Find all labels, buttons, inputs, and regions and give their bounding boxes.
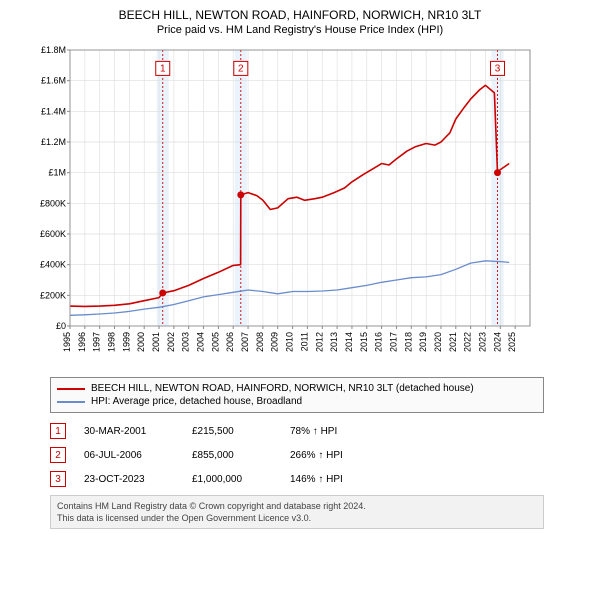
svg-text:2020: 2020 [433, 332, 443, 352]
svg-text:£1.8M: £1.8M [41, 45, 66, 55]
svg-text:£600K: £600K [40, 229, 66, 239]
svg-text:2021: 2021 [448, 332, 458, 352]
event-date: 30-MAR-2001 [84, 426, 174, 437]
chart-container: { "title": "BEECH HILL, NEWTON ROAD, HAI… [0, 0, 600, 535]
svg-text:2012: 2012 [314, 332, 324, 352]
legend: BEECH HILL, NEWTON ROAD, HAINFORD, NORWI… [50, 377, 544, 413]
svg-text:£200K: £200K [40, 290, 66, 300]
svg-text:2014: 2014 [344, 332, 354, 352]
events-table: 1 30-MAR-2001 £215,500 78% ↑ HPI 2 06-JUL-200… [50, 419, 590, 491]
svg-text:2007: 2007 [240, 332, 250, 352]
chart-title: BEECH HILL, NEWTON ROAD, HAINFORD, NORWI… [10, 8, 590, 22]
legend-label: BEECH HILL, NEWTON ROAD, HAINFORD, NORWI… [91, 383, 474, 394]
event-row: 1 30-MAR-2001 £215,500 78% ↑ HPI [50, 419, 590, 443]
svg-text:2000: 2000 [136, 332, 146, 352]
svg-text:3: 3 [495, 63, 501, 74]
svg-text:£1M: £1M [48, 168, 66, 178]
event-pct: 266% ↑ HPI [290, 450, 390, 461]
svg-text:2002: 2002 [166, 332, 176, 352]
svg-text:2011: 2011 [299, 332, 309, 351]
legend-swatch [57, 401, 85, 403]
footer-attribution: Contains HM Land Registry data © Crown c… [50, 495, 544, 529]
svg-text:2008: 2008 [255, 332, 265, 352]
svg-text:1997: 1997 [92, 332, 102, 352]
event-row: 3 23-OCT-2023 £1,000,000 146% ↑ HPI [50, 467, 590, 491]
event-pct: 78% ↑ HPI [290, 426, 390, 437]
svg-text:1: 1 [160, 63, 166, 74]
svg-text:£1.6M: £1.6M [41, 76, 66, 86]
svg-text:2024: 2024 [492, 332, 502, 352]
svg-text:2013: 2013 [329, 332, 339, 352]
footer-line-1: Contains HM Land Registry data © Crown c… [57, 500, 537, 512]
svg-text:2016: 2016 [374, 332, 384, 352]
chart-svg: £0 £200K £400K £600K £800K £1M £1.2M £1.4M £1.6M… [20, 44, 540, 364]
svg-text:2005: 2005 [210, 332, 220, 352]
event-date: 06-JUL-2006 [84, 450, 174, 461]
svg-text:2006: 2006 [225, 332, 235, 352]
svg-text:2009: 2009 [270, 332, 280, 352]
svg-text:2017: 2017 [388, 332, 398, 352]
svg-text:2019: 2019 [418, 332, 428, 352]
svg-text:£800K: £800K [40, 198, 66, 208]
svg-text:£0: £0 [56, 321, 66, 331]
svg-text:1999: 1999 [121, 332, 131, 352]
legend-swatch [57, 388, 85, 390]
legend-row: BEECH HILL, NEWTON ROAD, HAINFORD, NORWI… [57, 382, 537, 395]
legend-row: HPI: Average price, detached house, Broa… [57, 395, 537, 408]
svg-text:1995: 1995 [62, 332, 72, 352]
svg-text:£1.2M: £1.2M [41, 137, 66, 147]
chart-subtitle: Price paid vs. HM Land Registry's House … [10, 24, 590, 36]
svg-text:2001: 2001 [151, 332, 161, 352]
svg-text:1998: 1998 [107, 332, 117, 352]
event-price: £215,500 [192, 426, 272, 437]
svg-text:1996: 1996 [77, 332, 87, 352]
footer-line-2: This data is licensed under the Open Gov… [57, 512, 537, 524]
svg-text:£1.4M: £1.4M [41, 106, 66, 116]
svg-text:2003: 2003 [181, 332, 191, 352]
svg-text:2018: 2018 [403, 332, 413, 352]
event-badge: 3 [50, 471, 66, 487]
svg-text:2010: 2010 [285, 332, 295, 352]
svg-text:2025: 2025 [507, 332, 517, 352]
event-badge: 2 [50, 447, 66, 463]
svg-text:2023: 2023 [477, 332, 487, 352]
svg-text:£400K: £400K [40, 260, 66, 270]
event-pct: 146% ↑ HPI [290, 474, 390, 485]
event-price: £1,000,000 [192, 474, 272, 485]
event-badge: 1 [50, 423, 66, 439]
chart-plot: £0 £200K £400K £600K £800K £1M £1.2M £1.4M £1.6M… [20, 44, 580, 369]
svg-text:2022: 2022 [463, 332, 473, 352]
svg-text:2015: 2015 [359, 332, 369, 352]
svg-text:2: 2 [238, 63, 244, 74]
event-date: 23-OCT-2023 [84, 474, 174, 485]
legend-label: HPI: Average price, detached house, Broa… [91, 396, 302, 407]
svg-text:2004: 2004 [196, 332, 206, 352]
event-row: 2 06-JUL-2006 £855,000 266% ↑ HPI [50, 443, 590, 467]
event-price: £855,000 [192, 450, 272, 461]
